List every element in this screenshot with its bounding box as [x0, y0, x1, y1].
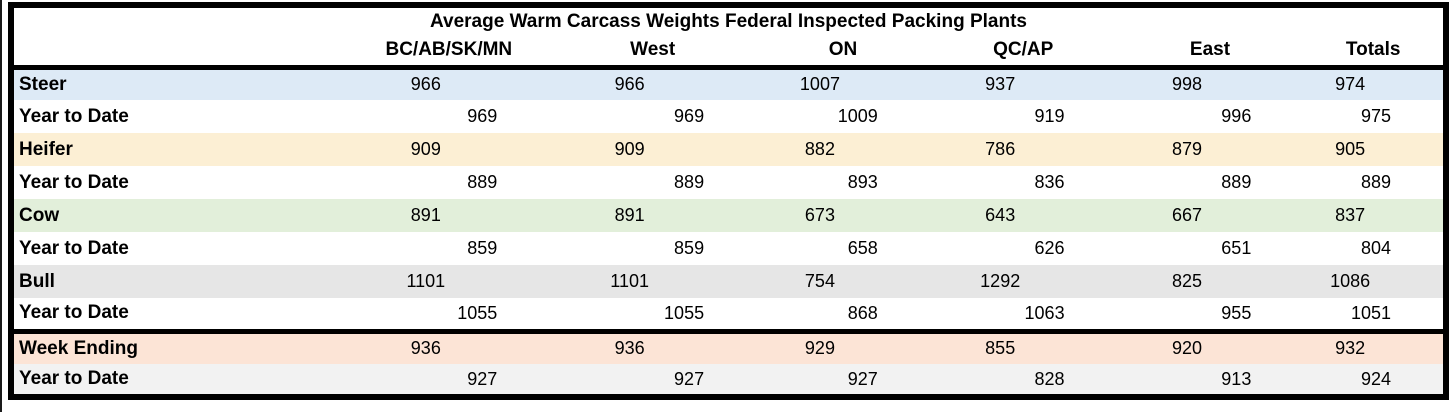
- cell-value: 909: [410, 139, 441, 159]
- cell-value: 998: [1171, 74, 1202, 95]
- table-row-steer-0: Steer 966 966 1007 937 998 974: [11, 67, 1446, 100]
- cell-value: 924: [1360, 368, 1391, 389]
- cell-value: 1292: [980, 271, 1021, 291]
- cell-value: 1009: [837, 106, 878, 126]
- table-row-cow-4: Cow 891 891 673 643 667 837: [11, 199, 1446, 232]
- row-label: Week Ending: [19, 337, 138, 359]
- cell-value: 889: [467, 172, 498, 192]
- column-header-west: West: [549, 36, 757, 67]
- cell-value: 966: [614, 74, 645, 95]
- cell-value: 643: [985, 205, 1016, 225]
- row-label: Heifer: [19, 138, 73, 160]
- cell-value: 974: [1335, 74, 1366, 95]
- table-row-year-to-date-5: Year to Date 859 859 658 626 651 804: [11, 232, 1446, 265]
- cell-value: 975: [1360, 106, 1391, 126]
- row-label: Year to Date: [19, 105, 129, 127]
- cell-value: 879: [1171, 139, 1202, 159]
- cell-value: 667: [1171, 205, 1202, 225]
- cell-value: 754: [804, 271, 835, 291]
- table-row-year-to-date-7: Year to Date 1055 1055 868 1063 955 1051: [11, 298, 1446, 331]
- cell-value: 868: [847, 302, 878, 323]
- cell-value: 927: [674, 368, 705, 389]
- column-header-qc-ap: QC/AP: [929, 36, 1117, 67]
- cell-value: 836: [1034, 172, 1065, 192]
- cell-value: 651: [1221, 238, 1252, 258]
- cell-value: 828: [1034, 368, 1065, 389]
- cell-value: 673: [804, 205, 835, 225]
- cell-value: 969: [467, 106, 498, 126]
- table-row-year-to-date-1: Year to Date 969 969 1009 919 996 975: [11, 100, 1446, 133]
- cell-value: 889: [1360, 172, 1391, 192]
- column-header-bc-ab-sk-mn: BC/AB/SK/MN: [348, 36, 550, 67]
- cell-value: 893: [847, 172, 878, 192]
- cell-value: 626: [1034, 238, 1065, 258]
- table-row-heifer-2: Heifer 909 909 882 786 879 905: [11, 133, 1446, 166]
- column-header-on: ON: [756, 36, 930, 67]
- cell-value: 1055: [664, 302, 705, 323]
- cell-value: 936: [410, 338, 441, 359]
- cell-value: 891: [614, 205, 645, 225]
- cell-value: 920: [1171, 338, 1202, 359]
- cell-value: 889: [674, 172, 705, 192]
- cell-value: 936: [614, 338, 645, 359]
- cell-value: 1101: [406, 271, 446, 291]
- cell-value: 859: [467, 238, 498, 258]
- table-title: Average Warm Carcass Weights Federal Ins…: [11, 5, 1446, 36]
- cell-value: 937: [985, 74, 1016, 95]
- cell-value: 1086: [1330, 271, 1371, 291]
- cell-value: 929: [804, 338, 835, 359]
- row-label: Year to Date: [19, 368, 129, 389]
- table-header-row: BC/AB/SK/MN West ON QC/AP East Totals: [11, 36, 1446, 67]
- row-label: Bull: [19, 270, 55, 292]
- cell-value: 825: [1171, 271, 1202, 291]
- cell-value: 909: [614, 139, 645, 159]
- row-label: Year to Date: [19, 302, 129, 324]
- cell-value: 969: [674, 106, 705, 126]
- row-label: Year to Date: [19, 237, 129, 259]
- cell-value: 1101: [610, 271, 650, 291]
- cell-value: 889: [1221, 172, 1252, 192]
- cell-value: 927: [847, 368, 878, 389]
- cell-value: 905: [1335, 139, 1366, 159]
- column-header-east: East: [1116, 36, 1304, 67]
- cell-value: 1051: [1350, 302, 1391, 323]
- cell-value: 1055: [457, 302, 498, 323]
- cell-value: 891: [410, 205, 441, 225]
- cell-value: 658: [847, 238, 878, 258]
- table-body: Steer 966 966 1007 937 998 974 Year to Date 969 9…: [11, 67, 1446, 397]
- row-label: Cow: [19, 204, 60, 226]
- cell-value: 837: [1335, 205, 1366, 225]
- row-label: Year to Date: [19, 171, 129, 193]
- cell-value: 786: [985, 139, 1016, 159]
- table-title-row: Average Warm Carcass Weights Federal Ins…: [11, 5, 1446, 36]
- table-row-year-to-date-3: Year to Date 889 889 893 836 889 889: [11, 166, 1446, 199]
- cell-value: 955: [1221, 302, 1252, 323]
- table-row-bull-6: Bull 1101 1101 754 1292 825 1086: [11, 265, 1446, 298]
- cell-value: 966: [410, 74, 441, 95]
- cell-value: 1007: [799, 74, 840, 95]
- cell-value: 919: [1034, 106, 1065, 126]
- column-header-totals: Totals: [1303, 36, 1446, 67]
- cell-value: 882: [804, 139, 835, 159]
- cell-value: 932: [1335, 338, 1366, 359]
- cell-value: 859: [674, 238, 705, 258]
- column-header-empty: [11, 36, 349, 67]
- cell-value: 927: [467, 368, 498, 389]
- table-row-week-ending-8: Week Ending 936 936 929 855 920 932: [11, 331, 1446, 364]
- carcass-weights-table: Average Warm Carcass Weights Federal Ins…: [8, 2, 1449, 400]
- cell-value: 996: [1221, 106, 1252, 126]
- cell-value: 804: [1360, 238, 1391, 258]
- cell-value: 1063: [1024, 302, 1065, 323]
- cell-value: 855: [985, 338, 1016, 359]
- cell-value: 913: [1221, 368, 1252, 389]
- table-row-year-to-date-9: Year to Date 927 927 927 828 913 924: [11, 364, 1446, 397]
- row-label: Steer: [19, 73, 67, 95]
